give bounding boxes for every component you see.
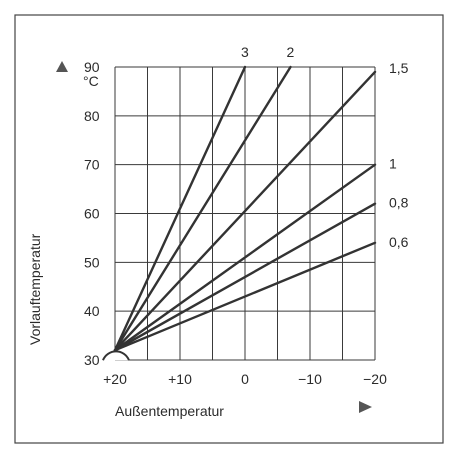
y-tick-label: 30 — [84, 352, 100, 368]
y-tick-label: 40 — [84, 303, 100, 319]
curve-label: 1,5 — [389, 60, 409, 76]
curve-label: 1 — [389, 156, 397, 172]
heating-curve-3 — [113, 65, 247, 352]
x-tick-label: −20 — [363, 371, 387, 387]
heating-curve-1 — [113, 163, 377, 352]
right-arrow-icon — [359, 401, 372, 413]
up-arrow-icon — [56, 61, 68, 72]
y-axis-title: Vorlauftemperatur — [27, 233, 43, 345]
y-tick-label: 80 — [84, 108, 100, 124]
x-axis-title: Außentemperatur — [115, 403, 224, 419]
origin-arc — [102, 350, 130, 361]
y-tick-label: 60 — [84, 206, 100, 222]
curve-label: 0,8 — [389, 195, 409, 211]
curves: 3 2 1,5 1 0,8 0,6 — [102, 44, 409, 361]
x-tick-label: +10 — [168, 371, 192, 387]
figure-frame — [14, 14, 444, 444]
curve-label: 3 — [241, 44, 249, 60]
x-tick-label: −10 — [298, 371, 322, 387]
curve-label: 2 — [287, 44, 295, 60]
y-unit-label: °C — [83, 73, 99, 89]
heating-curve-2 — [113, 65, 292, 352]
heating-curve-0-8 — [113, 202, 377, 352]
x-tick-label: +20 — [103, 371, 127, 387]
y-tick-label: 70 — [84, 157, 100, 173]
grid — [114, 66, 376, 361]
x-tick-label: 0 — [241, 371, 249, 387]
heating-curve-0-6 — [113, 241, 377, 352]
y-tick-label: 90 — [84, 59, 100, 75]
tick-labels: 30 40 50 60 70 80 90 +20 +10 0 −10 −20 — [84, 59, 387, 387]
heating-curve-1-5 — [113, 70, 377, 352]
curve-label: 0,6 — [389, 234, 409, 250]
y-tick-label: 50 — [84, 254, 100, 270]
